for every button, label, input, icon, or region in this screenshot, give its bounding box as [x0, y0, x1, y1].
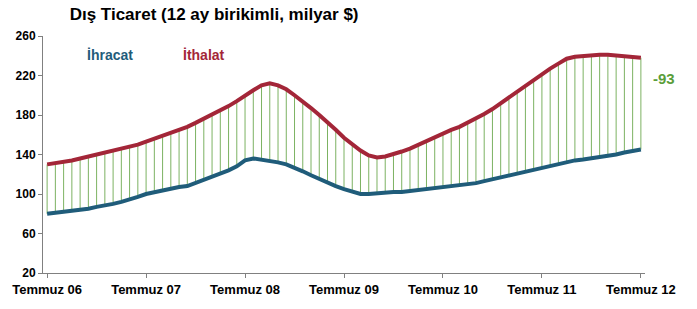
svg-text:180: 180 — [16, 108, 36, 122]
svg-text:Temmuz 12: Temmuz 12 — [606, 282, 676, 297]
svg-text:20: 20 — [22, 266, 36, 280]
svg-text:Temmuz 07: Temmuz 07 — [111, 282, 181, 297]
svg-text:Temmuz 11: Temmuz 11 — [507, 282, 576, 297]
svg-text:260: 260 — [16, 29, 36, 43]
svg-text:100: 100 — [16, 187, 36, 201]
svg-text:Temmuz 10: Temmuz 10 — [408, 282, 478, 297]
svg-text:Temmuz 08: Temmuz 08 — [210, 282, 280, 297]
svg-text:İhracat: İhracat — [87, 47, 133, 63]
svg-text:Dış Ticaret (12 ay birikimli,: Dış Ticaret (12 ay birikimli, milyar $) — [70, 5, 359, 24]
svg-text:Temmuz 09: Temmuz 09 — [309, 282, 379, 297]
svg-text:İthalat: İthalat — [183, 47, 225, 63]
svg-text:-93: -93 — [653, 70, 675, 87]
svg-text:220: 220 — [16, 69, 36, 83]
svg-text:60: 60 — [22, 227, 36, 241]
svg-text:140: 140 — [16, 148, 36, 162]
svg-text:Temmuz 06: Temmuz 06 — [12, 282, 82, 297]
